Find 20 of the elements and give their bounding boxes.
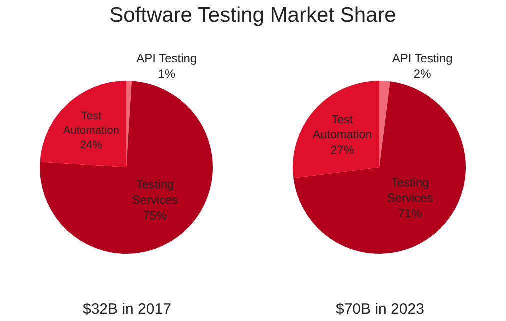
- data-label: 2%: [414, 67, 432, 82]
- slice-label: Testing Services: [132, 177, 178, 207]
- data-label: 1%: [158, 67, 176, 82]
- pie-slice: [293, 81, 380, 178]
- slice-label: Testing Services: [387, 175, 434, 206]
- text: $32B in 2017: [83, 301, 172, 318]
- slice-label: API Testing: [392, 52, 453, 66]
- slice-label: Test Automation: [312, 113, 372, 142]
- chart-title: Software Testing Market Share: [108, 4, 398, 28]
- slice-label: API Testing: [136, 51, 198, 66]
- text: $70B in 2023: [336, 301, 424, 318]
- slice-label: Test Automation: [63, 110, 120, 137]
- pie-slice: [380, 81, 390, 168]
- data-label: 24%: [80, 139, 103, 152]
- pie-slice: [40, 81, 213, 254]
- data-label: 71%: [398, 206, 422, 221]
- data-label: 75%: [143, 208, 168, 223]
- pie-slice: [40, 81, 126, 168]
- pie-slice: [294, 82, 466, 254]
- data-label: 27%: [330, 144, 355, 158]
